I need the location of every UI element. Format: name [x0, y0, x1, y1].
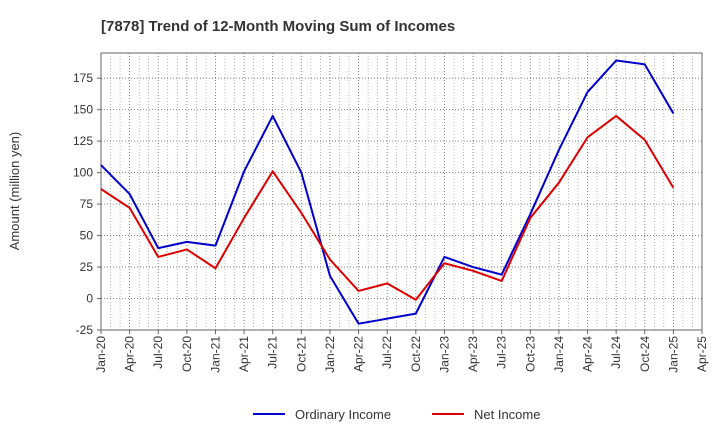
y-tick-label: 0 [86, 292, 93, 306]
y-tick-label: 25 [80, 260, 94, 274]
x-tick-label: Apr-20 [123, 336, 137, 372]
y-axis-label: Amount (million yen) [7, 132, 22, 251]
y-tick-label: 100 [73, 166, 93, 180]
x-tick-label: Oct-23 [523, 336, 537, 372]
y-tick-label: -25 [76, 323, 94, 337]
y-tick-label: 175 [73, 71, 93, 85]
x-tick-label: Oct-20 [180, 336, 194, 372]
series-line-ordinary-income [100, 59, 675, 325]
series-lines [100, 59, 675, 325]
x-tick-label: Jul-22 [380, 336, 394, 369]
grid [101, 53, 702, 331]
x-tick-label: Jul-23 [495, 336, 509, 369]
x-tick-label: Jan-23 [437, 336, 451, 373]
legend-label-net-income: Net Income [474, 407, 540, 422]
y-axis: -25 0 25 50 75 100 125 150 175 [73, 71, 101, 337]
x-tick-label: Jul-24 [609, 336, 623, 369]
plot-frame [100, 52, 703, 331]
series-line-net-income [100, 114, 675, 301]
x-tick-label: Oct-21 [294, 336, 308, 372]
legend-label-ordinary-income: Ordinary Income [295, 407, 391, 422]
x-tick-label: Jan-20 [94, 336, 108, 373]
x-tick-label: Jan-21 [208, 336, 222, 373]
x-tick-label: Apr-24 [581, 336, 595, 372]
x-tick-label: Apr-22 [352, 336, 366, 372]
x-tick-label: Jan-22 [323, 336, 337, 373]
x-axis: Jan-20 Apr-20 Jul-20 Oct-20 Jan-21 Apr-21 Jul-… [94, 330, 709, 373]
x-tick-label: Jan-24 [552, 336, 566, 373]
x-tick-label: Jan-25 [666, 336, 680, 373]
x-tick-label: Oct-22 [409, 336, 423, 372]
y-tick-label: 125 [73, 134, 93, 148]
x-tick-label: Jul-20 [151, 336, 165, 369]
y-tick-label: 50 [80, 229, 94, 243]
x-tick-label: Jul-21 [266, 336, 280, 369]
x-tick-label: Apr-21 [237, 336, 251, 372]
x-tick-label: Apr-25 [695, 336, 709, 372]
x-tick-label: Apr-23 [466, 336, 480, 372]
y-tick-label: 75 [80, 197, 94, 211]
legend: Ordinary Income Net Income [253, 407, 540, 422]
x-tick-label: Oct-24 [638, 336, 652, 372]
y-tick-label: 150 [73, 103, 93, 117]
chart-title: [7878] Trend of 12-Month Moving Sum of I… [101, 18, 455, 35]
